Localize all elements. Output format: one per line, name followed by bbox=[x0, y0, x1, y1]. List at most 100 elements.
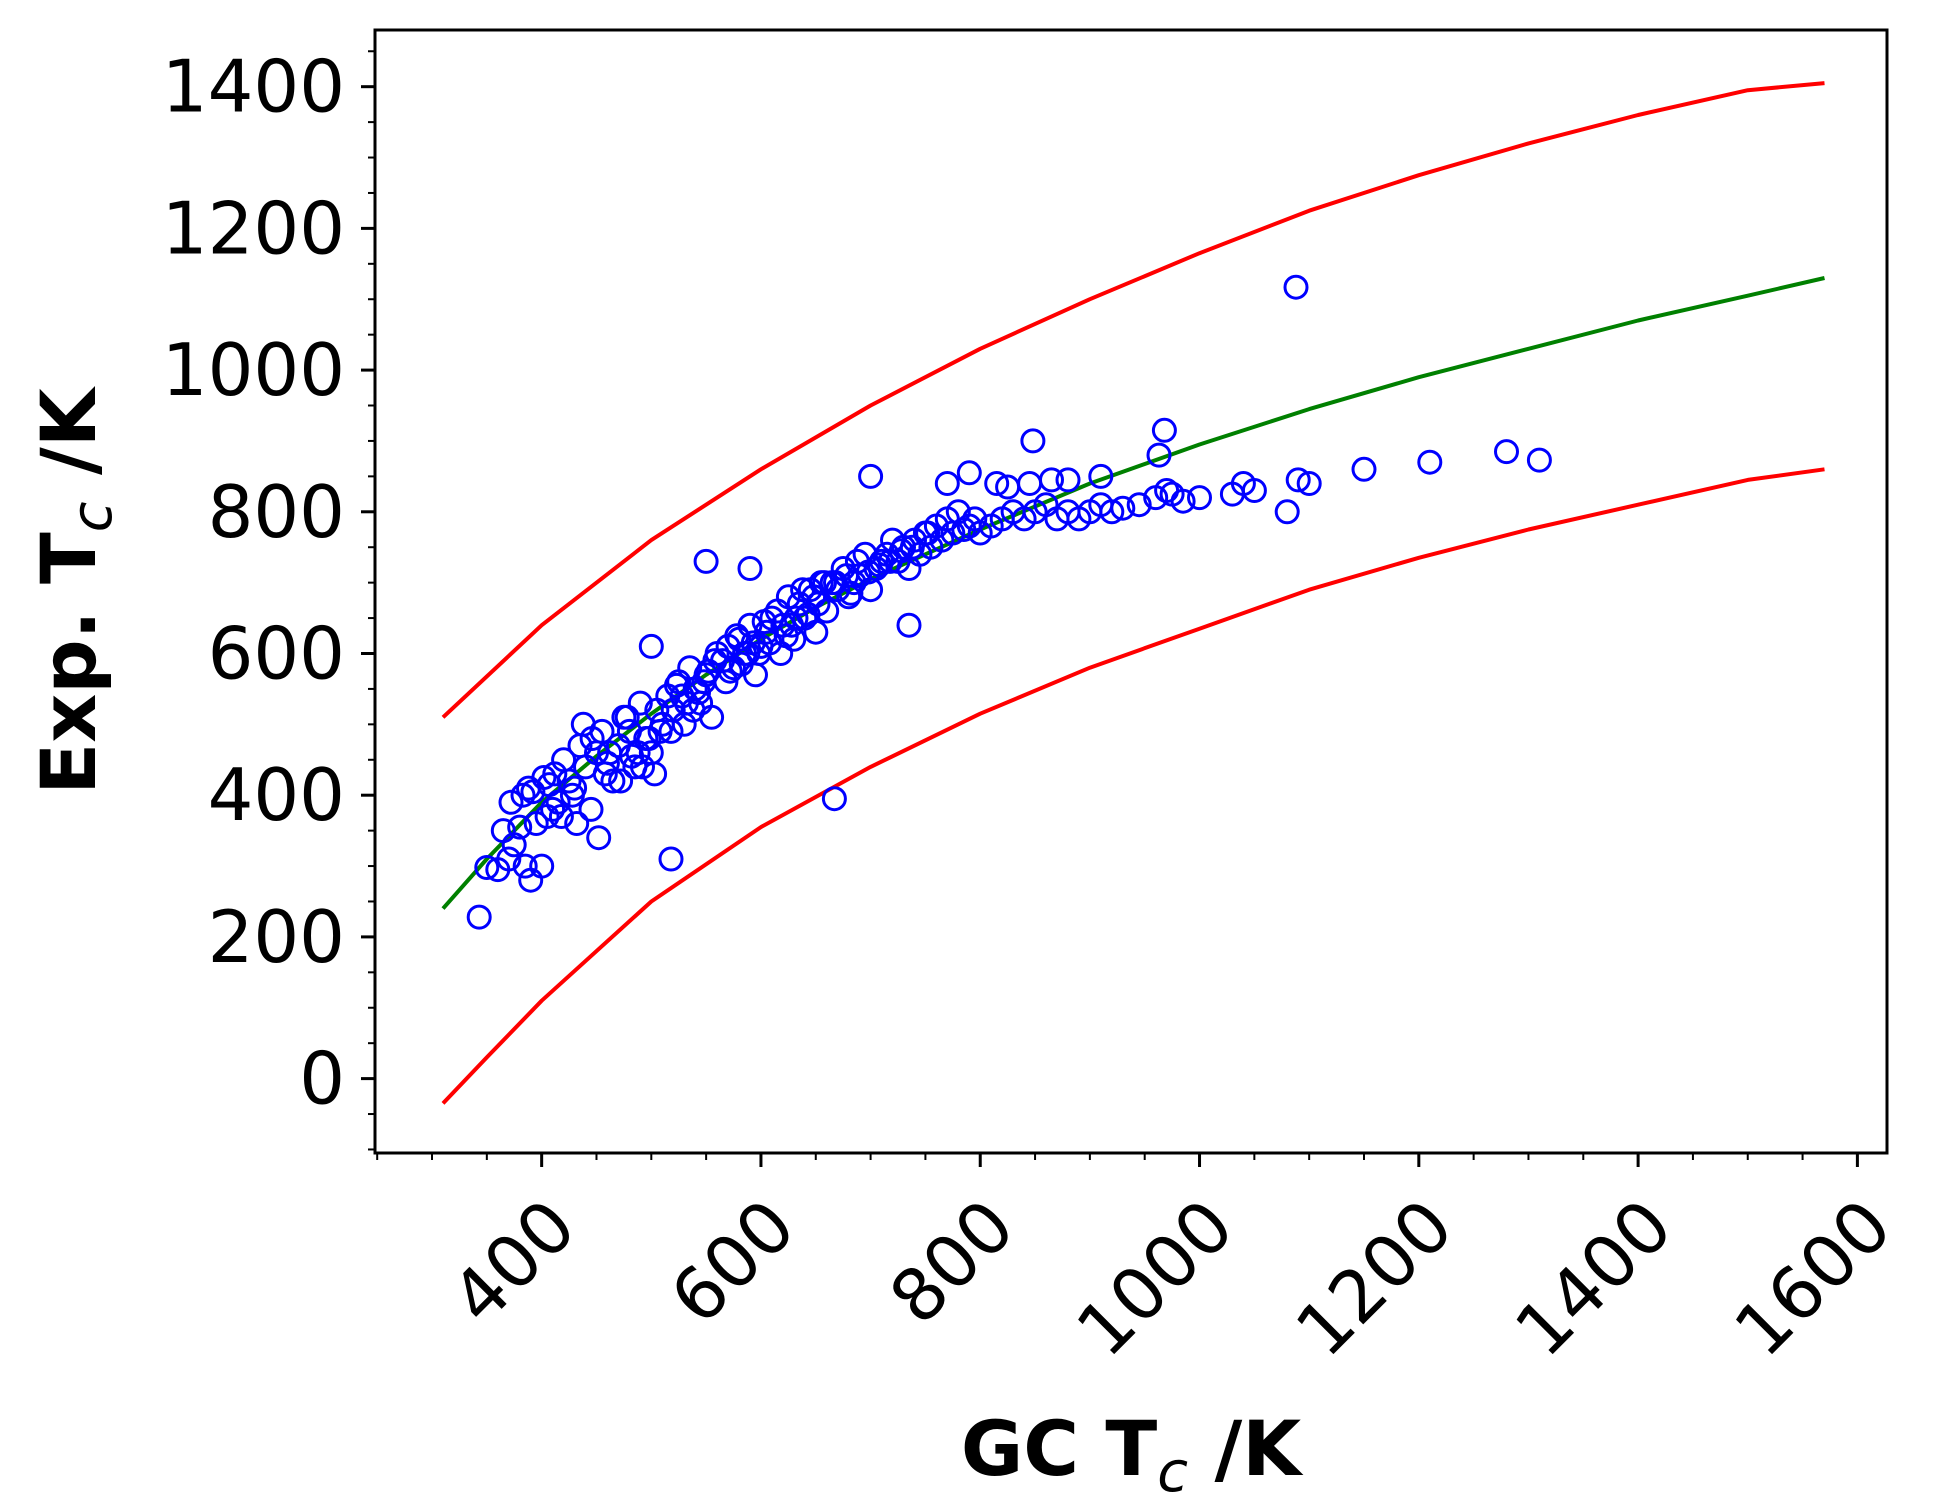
y-tick-label: 0 bbox=[299, 1037, 345, 1121]
data-point bbox=[608, 768, 634, 794]
data-point bbox=[962, 506, 988, 532]
x-axis-title: GC Tc /K bbox=[961, 1404, 1304, 1503]
lower-bound-line bbox=[441, 467, 1825, 1105]
x-tick-label: 1400 bbox=[1499, 1184, 1688, 1373]
data-point bbox=[579, 726, 605, 751]
data-point bbox=[713, 669, 739, 695]
plot-area bbox=[373, 28, 1889, 1155]
data-point bbox=[1146, 442, 1172, 468]
y-tick-label: 1400 bbox=[162, 45, 345, 129]
data-point bbox=[1055, 467, 1081, 493]
data-point bbox=[1285, 467, 1311, 493]
data-point bbox=[1296, 471, 1322, 496]
y-tick-label: 400 bbox=[208, 753, 345, 837]
data-point bbox=[1187, 485, 1212, 511]
data-point bbox=[510, 782, 536, 808]
data-point bbox=[1088, 463, 1114, 489]
data-point bbox=[642, 761, 668, 787]
data-point bbox=[795, 602, 821, 627]
data-point bbox=[899, 534, 925, 560]
data-point bbox=[542, 761, 568, 787]
y-axis: 0 200 400 600 800 1000 1200 1400 bbox=[162, 45, 375, 1151]
y-axis-title: Exp. Tc /K bbox=[24, 385, 125, 795]
data-point bbox=[737, 556, 763, 581]
data-point bbox=[1526, 447, 1552, 473]
x-tick-label: 1600 bbox=[1718, 1184, 1907, 1373]
data-point bbox=[594, 750, 620, 776]
data-point bbox=[518, 867, 544, 893]
x-axis: 400 600 800 1000 1200 1400 1600 bbox=[376, 1153, 1907, 1373]
data-point bbox=[934, 471, 960, 496]
data-point bbox=[680, 697, 706, 723]
data-point bbox=[740, 630, 766, 656]
data-point bbox=[1159, 481, 1185, 507]
x-tick-label: 600 bbox=[654, 1184, 811, 1341]
data-point bbox=[658, 718, 684, 744]
data-point bbox=[1283, 274, 1309, 300]
data-point bbox=[1020, 428, 1046, 454]
y-tick-label: 600 bbox=[208, 611, 345, 695]
data-point bbox=[1126, 492, 1152, 518]
data-point bbox=[686, 680, 711, 705]
data-point bbox=[790, 577, 816, 603]
data-point bbox=[743, 662, 768, 688]
series-points bbox=[466, 274, 1552, 930]
data-point bbox=[844, 548, 870, 574]
x-tick-label: 1200 bbox=[1280, 1184, 1469, 1373]
y-tick-label: 200 bbox=[208, 895, 345, 979]
data-point bbox=[647, 718, 673, 744]
data-point bbox=[956, 460, 982, 486]
data-point bbox=[1274, 499, 1300, 525]
data-point bbox=[768, 641, 794, 666]
upper-bound-line bbox=[441, 81, 1825, 719]
data-point bbox=[512, 853, 538, 879]
data-point bbox=[724, 623, 750, 649]
data-point bbox=[984, 471, 1010, 496]
data-point bbox=[1351, 456, 1377, 482]
series-lines bbox=[441, 81, 1825, 1105]
data-point bbox=[838, 580, 864, 606]
data-point bbox=[638, 633, 664, 659]
data-point bbox=[693, 548, 719, 574]
data-point bbox=[888, 538, 914, 564]
data-point bbox=[1110, 495, 1136, 521]
data-point bbox=[773, 623, 799, 649]
data-point bbox=[915, 520, 941, 546]
y-tick-label: 800 bbox=[208, 470, 345, 554]
y-tick-label: 1000 bbox=[162, 328, 345, 412]
data-point bbox=[578, 796, 604, 822]
data-point bbox=[498, 789, 524, 815]
data-point bbox=[627, 690, 653, 716]
data-point bbox=[658, 846, 684, 872]
data-point bbox=[858, 463, 884, 489]
data-point bbox=[548, 804, 574, 829]
x-tick-label: 400 bbox=[435, 1184, 592, 1341]
data-point bbox=[556, 768, 582, 794]
data-point bbox=[1151, 417, 1177, 443]
data-point bbox=[1039, 467, 1064, 493]
data-point bbox=[570, 711, 596, 737]
data-point bbox=[664, 672, 689, 698]
data-point bbox=[614, 704, 640, 730]
data-point bbox=[1494, 439, 1519, 465]
data-point bbox=[1417, 449, 1443, 475]
data-point bbox=[630, 754, 655, 780]
data-point bbox=[1017, 471, 1043, 496]
y-tick-label: 1200 bbox=[162, 186, 345, 270]
data-point bbox=[586, 825, 612, 851]
data-point bbox=[529, 853, 555, 879]
data-point bbox=[490, 818, 516, 844]
data-point bbox=[474, 855, 500, 880]
data-point bbox=[466, 904, 492, 930]
data-point bbox=[821, 786, 847, 812]
data-point bbox=[1241, 478, 1267, 503]
x-tick-label: 1000 bbox=[1060, 1184, 1249, 1373]
data-point bbox=[507, 814, 533, 840]
data-point bbox=[717, 658, 743, 684]
data-point bbox=[564, 811, 590, 836]
data-point bbox=[531, 765, 557, 790]
data-point bbox=[600, 768, 626, 794]
data-point bbox=[559, 782, 585, 808]
data-point bbox=[896, 612, 922, 638]
